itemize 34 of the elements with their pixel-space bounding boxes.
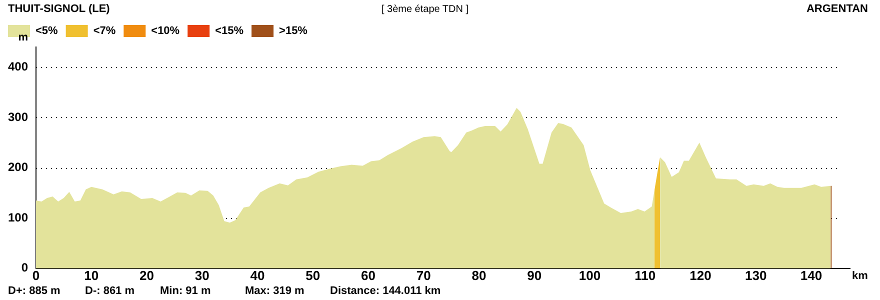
x-tick-label: 130 bbox=[745, 268, 767, 283]
x-tick-label: 30 bbox=[194, 268, 210, 283]
x-tick-label: 140 bbox=[800, 268, 822, 283]
x-tick-label: 0 bbox=[32, 268, 40, 283]
x-tick-label: 90 bbox=[527, 268, 542, 283]
x-tick-label: 80 bbox=[472, 268, 486, 283]
text: Min: 91 m bbox=[160, 285, 211, 297]
legend-label: <15% bbox=[215, 25, 244, 38]
x-tick-label: 10 bbox=[84, 268, 99, 283]
chart-title: [ 3ème étape TDN ] bbox=[381, 4, 469, 15]
legend-label: <10% bbox=[151, 25, 180, 38]
text: Distance: 144.011 km bbox=[330, 285, 441, 297]
text: ARGENTAN bbox=[806, 3, 868, 15]
x-tick-label: 70 bbox=[416, 268, 431, 283]
y-tick-label: 100 bbox=[8, 210, 28, 224]
text: THUIT-SIGNOL (LE) bbox=[8, 3, 110, 15]
text: D-: 861 m bbox=[85, 285, 135, 297]
x-tick-label: 100 bbox=[578, 268, 601, 283]
x-tick-label: 40 bbox=[250, 268, 265, 283]
y-tick-label: 400 bbox=[8, 59, 28, 74]
x-tick-label: 110 bbox=[634, 268, 656, 283]
y-tick-label: 300 bbox=[8, 110, 28, 124]
legend-label: >15% bbox=[279, 25, 308, 38]
x-axis-title: km bbox=[852, 270, 868, 282]
x-tick-label: 50 bbox=[306, 268, 320, 283]
y-axis-title: m bbox=[18, 32, 28, 44]
legend-label: <7% bbox=[93, 25, 116, 38]
x-tick-label: 60 bbox=[361, 268, 376, 283]
text: D+: 885 m bbox=[8, 285, 60, 297]
legend-label: <5% bbox=[36, 25, 58, 38]
text: Max: 319 m bbox=[245, 285, 304, 297]
y-tick-label: 200 bbox=[8, 160, 28, 174]
x-tick-label: 20 bbox=[140, 268, 154, 283]
x-tick-label: 120 bbox=[690, 268, 712, 283]
